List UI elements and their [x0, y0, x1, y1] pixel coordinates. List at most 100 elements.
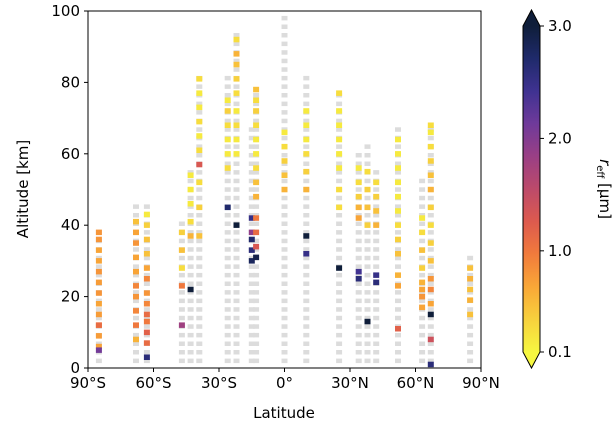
reff-marker [253, 165, 260, 171]
no-data-marker [427, 272, 434, 278]
no-data-marker [143, 324, 150, 329]
no-data-marker [281, 213, 288, 218]
no-data-marker [143, 281, 150, 286]
no-data-marker [233, 281, 240, 286]
no-data-marker [196, 144, 203, 149]
no-data-marker [196, 110, 203, 115]
reff-marker [395, 165, 401, 171]
no-data-marker [427, 307, 434, 312]
no-data-marker [373, 358, 380, 364]
no-data-marker [253, 161, 260, 166]
no-data-marker [281, 67, 288, 72]
reff-marker [303, 151, 310, 157]
no-data-marker [248, 135, 255, 141]
no-data-marker [427, 170, 434, 175]
no-data-marker [364, 230, 371, 235]
reff-marker [233, 76, 240, 82]
no-data-marker [196, 127, 203, 132]
reff-marker [253, 243, 260, 250]
reff-marker [178, 322, 185, 328]
no-data-marker [355, 187, 362, 192]
no-data-marker [196, 213, 203, 218]
reff-marker [224, 122, 231, 128]
no-data-marker [281, 127, 288, 132]
reff-marker [427, 172, 434, 178]
reff-marker [395, 236, 401, 243]
no-data-marker [248, 144, 255, 149]
no-data-marker [196, 238, 203, 244]
no-data-marker [281, 24, 288, 29]
no-data-marker [395, 144, 401, 149]
reff-marker [95, 333, 102, 339]
no-data-marker [303, 264, 310, 269]
reff-marker [467, 286, 474, 293]
no-data-marker [233, 195, 240, 201]
no-data-marker [281, 101, 288, 107]
x-tick-label: 90°N [462, 374, 500, 392]
no-data-marker [303, 307, 310, 312]
no-data-marker [224, 84, 231, 89]
no-data-marker [233, 358, 240, 364]
reff-marker [336, 108, 343, 114]
reff-marker [224, 151, 231, 157]
no-data-marker [95, 315, 102, 321]
no-data-marker [233, 272, 240, 278]
no-data-marker [233, 324, 240, 329]
no-data-marker [395, 170, 401, 175]
no-data-marker [233, 332, 240, 338]
no-data-marker [364, 315, 371, 321]
no-data-marker [187, 315, 194, 321]
colorbar-label: reff [μm] [594, 159, 614, 219]
no-data-marker [303, 341, 310, 346]
no-data-marker [224, 187, 231, 192]
reff-marker [427, 122, 434, 128]
reff-marker [178, 229, 185, 236]
no-data-marker [95, 298, 102, 304]
no-data-marker [187, 341, 194, 346]
no-data-marker [187, 195, 194, 201]
reff-marker [336, 136, 343, 143]
reff-marker [196, 104, 203, 111]
reff-marker [395, 179, 401, 186]
no-data-marker [133, 213, 139, 218]
no-data-marker [355, 170, 362, 175]
no-data-marker [281, 178, 288, 184]
no-data-marker [196, 195, 203, 201]
no-data-marker [364, 324, 371, 329]
reff-marker [248, 229, 255, 236]
no-data-marker [187, 204, 194, 209]
no-data-marker [467, 255, 474, 261]
no-data-marker [281, 230, 288, 235]
reff-marker [224, 97, 231, 103]
no-data-marker [395, 315, 401, 321]
reff-marker [303, 136, 310, 143]
no-data-marker [281, 307, 288, 312]
no-data-marker [253, 264, 260, 269]
no-data-marker [373, 230, 380, 235]
no-data-marker [355, 281, 362, 286]
no-data-marker [355, 272, 362, 278]
no-data-marker [427, 195, 434, 201]
no-data-marker [427, 178, 434, 184]
reff-marker [303, 251, 310, 257]
no-data-marker [419, 324, 426, 329]
reff-marker [143, 340, 150, 346]
reff-marker [427, 301, 434, 307]
no-data-marker [178, 358, 185, 364]
reff-marker [427, 276, 434, 282]
colorbar-tick-label: 1.0 [548, 242, 572, 260]
reff-marker [95, 268, 102, 275]
reff-marker [281, 129, 288, 136]
no-data-marker [281, 332, 288, 338]
no-data-marker [196, 230, 203, 235]
no-data-marker [178, 255, 185, 261]
reff-marker [373, 272, 380, 278]
no-data-marker [196, 221, 203, 226]
no-data-marker [373, 238, 380, 244]
no-data-marker [373, 290, 380, 295]
no-data-marker [355, 324, 362, 329]
no-data-marker [336, 178, 343, 184]
no-data-marker [187, 332, 194, 338]
x-tick-label: 60°S [135, 374, 171, 392]
no-data-marker [224, 290, 231, 295]
